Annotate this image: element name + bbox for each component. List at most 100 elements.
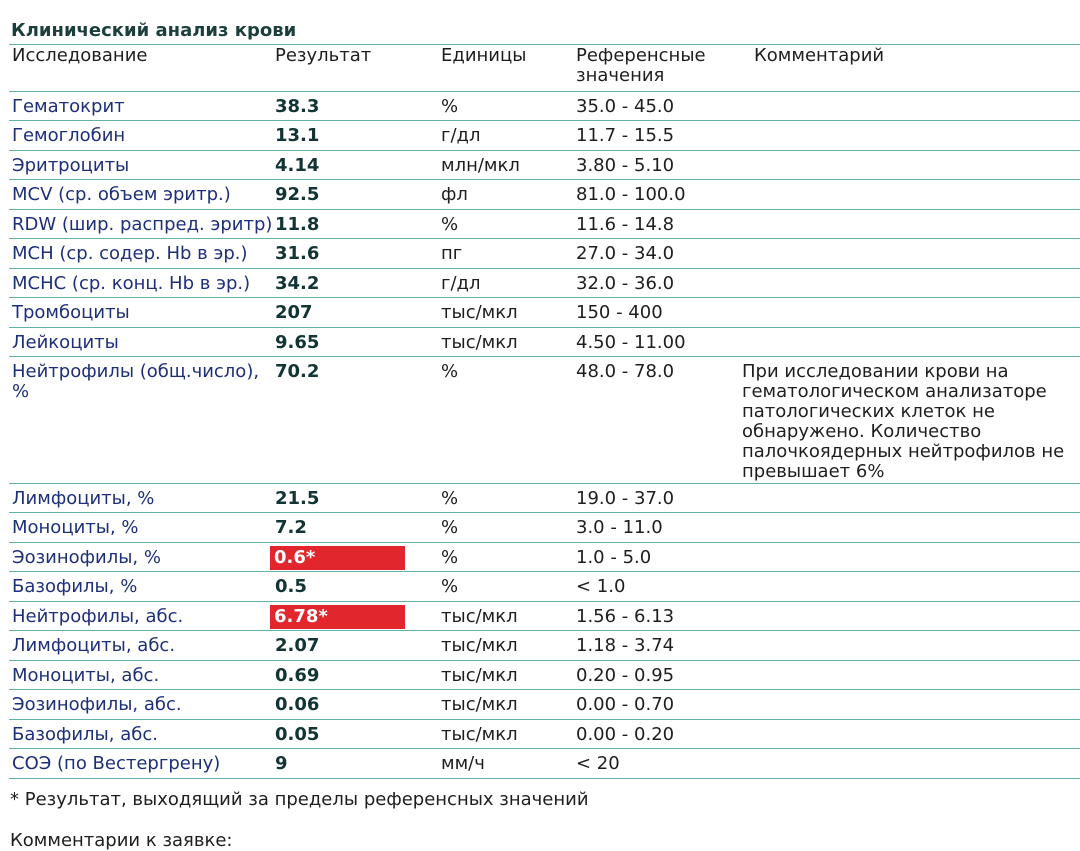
test-units: %	[441, 488, 459, 509]
row-divider	[9, 512, 1080, 513]
test-units: тыс/мкл	[441, 665, 518, 686]
header-result: Результат	[275, 45, 372, 66]
row-divider	[9, 268, 1080, 269]
test-units: тыс/мкл	[441, 606, 518, 627]
table-row: Базофилы, % 0.5% < 1.0	[0, 572, 1080, 602]
table-row: MCH (ср. содер. Hb в эр.) 31.6 пг 27.0 - 34…	[0, 239, 1080, 269]
row-divider	[9, 542, 1080, 543]
header-reference: Референсные значения	[576, 45, 706, 86]
title-rule	[9, 44, 1080, 45]
test-name: MCV (ср. объем эритр.)	[12, 184, 231, 205]
order-comments-label: Комментарии к заявке:	[10, 830, 233, 851]
table-row: Моноциты, % 7.2% 3.0 - 11.0	[0, 513, 1080, 543]
reference-range: 11.6 - 14.8	[576, 214, 675, 235]
reference-range: 1.56 - 6.13	[576, 606, 675, 627]
test-result: 0.69	[275, 665, 320, 686]
test-name: Моноциты, абс.	[12, 665, 160, 686]
test-result: 9.65	[275, 332, 320, 353]
row-divider	[9, 601, 1080, 602]
reference-range: 0.20 - 0.95	[576, 665, 675, 686]
test-name: Лимфоциты, %	[12, 488, 155, 509]
test-result: 9	[275, 753, 288, 774]
reference-range: 81.0 - 100.0	[576, 184, 686, 205]
test-name: Гемоглобин	[12, 125, 126, 146]
row-divider	[9, 630, 1080, 631]
test-result: 7.2	[275, 517, 307, 538]
test-units: %	[441, 576, 459, 597]
test-result: 38.3	[275, 96, 320, 117]
row-divider	[9, 660, 1080, 661]
table-row: Нейтрофилы, абс. 6.78* тыс/мкл 1.56 - 6.13	[0, 602, 1080, 631]
reference-range: 1.18 - 3.74	[576, 635, 675, 656]
test-result: 2.07	[275, 635, 320, 656]
table-row: Эозинофилы, абс. 0.06 тыс/мкл 0.00 - 0.70	[0, 690, 1080, 720]
test-units: %	[441, 361, 459, 382]
reference-range: 0.00 - 0.20	[576, 724, 675, 745]
test-name: Базофилы, абс.	[12, 724, 158, 745]
row-divider	[9, 356, 1080, 357]
reference-range: 3.0 - 11.0	[576, 517, 663, 538]
reference-range: 48.0 - 78.0	[576, 361, 675, 382]
row-divider	[9, 719, 1080, 720]
table-row: Гемоглобин 13.1 г/дл 11.7 - 15.5	[0, 121, 1080, 151]
test-result: 0.06	[275, 694, 320, 715]
test-name: Эритроциты	[12, 155, 130, 176]
test-units: пг	[441, 243, 463, 264]
reference-range: < 1.0	[576, 576, 626, 597]
test-name: Нейтрофилы, абс.	[12, 606, 184, 627]
table-row: Лимфоциты, абс. 2.07 тыс/мкл 1.18 - 3.74	[0, 631, 1080, 661]
table-bottom-rule	[9, 778, 1080, 779]
row-divider	[9, 327, 1080, 328]
test-name: Лейкоциты	[12, 332, 119, 353]
row-divider	[9, 150, 1080, 151]
test-result: 70.2	[275, 361, 320, 382]
test-units: %	[441, 214, 459, 235]
test-units: млн/мкл	[441, 155, 520, 176]
test-result: 21.5	[275, 488, 320, 509]
table-row: RDW (шир. распред. эритр) 11.8% 11.6 - 14.…	[0, 210, 1080, 239]
header-name: Исследование	[12, 45, 148, 66]
reference-range: 0.00 - 0.70	[576, 694, 675, 715]
test-result: 0.5	[275, 576, 307, 597]
test-name: MCHC (ср. конц. Hb в эр.)	[12, 273, 251, 294]
table-row: СОЭ (по Вестергрену) 9 мм/ч < 20	[0, 749, 1080, 779]
table-row: Эозинофилы, % 0.6*% 1.0 - 5.0	[0, 543, 1080, 572]
test-result: 34.2	[275, 273, 320, 294]
reference-range: 27.0 - 34.0	[576, 243, 675, 264]
test-units: г/дл	[441, 273, 481, 294]
test-name: Лимфоциты, абс.	[12, 635, 176, 656]
table-row: Эритроциты 4.14 млн/мкл 3.80 - 5.10	[0, 151, 1080, 180]
test-result: 0.05	[275, 724, 320, 745]
row-divider	[9, 179, 1080, 180]
reference-range: 19.0 - 37.0	[576, 488, 675, 509]
test-result: 11.8	[275, 214, 320, 235]
test-units: %	[441, 547, 459, 568]
test-name: Эозинофилы, абс.	[12, 694, 182, 715]
row-divider	[9, 209, 1080, 210]
row-divider	[9, 748, 1080, 749]
reference-range: 150 - 400	[576, 302, 663, 323]
test-comment: При исследовании крови на гематологическ…	[742, 361, 1065, 482]
row-divider	[9, 483, 1080, 484]
reference-range: 11.7 - 15.5	[576, 125, 675, 146]
reference-range: 3.80 - 5.10	[576, 155, 675, 176]
table-row: Нейтрофилы (общ.число), % 70.2% 48.0 - 78.…	[0, 357, 1080, 484]
row-divider	[9, 297, 1080, 298]
table-row: Моноциты, абс. 0.69 тыс/мкл 0.20 - 0.95	[0, 661, 1080, 690]
row-divider	[9, 689, 1080, 690]
test-name: Гематокрит	[12, 96, 125, 117]
test-name: Тромбоциты	[12, 302, 130, 323]
test-result: 4.14	[275, 155, 320, 176]
header-units: Единицы	[441, 45, 527, 66]
row-divider	[9, 91, 1080, 92]
test-result: 207	[275, 302, 313, 323]
reference-range: < 20	[576, 753, 620, 774]
test-units: мм/ч	[441, 753, 485, 774]
reference-range: 35.0 - 45.0	[576, 96, 675, 117]
row-divider	[9, 120, 1080, 121]
test-units: %	[441, 96, 459, 117]
row-divider	[9, 238, 1080, 239]
footnote: * Результат, выходящий за пределы рефере…	[10, 789, 589, 810]
test-result: 0.6*	[274, 547, 316, 568]
